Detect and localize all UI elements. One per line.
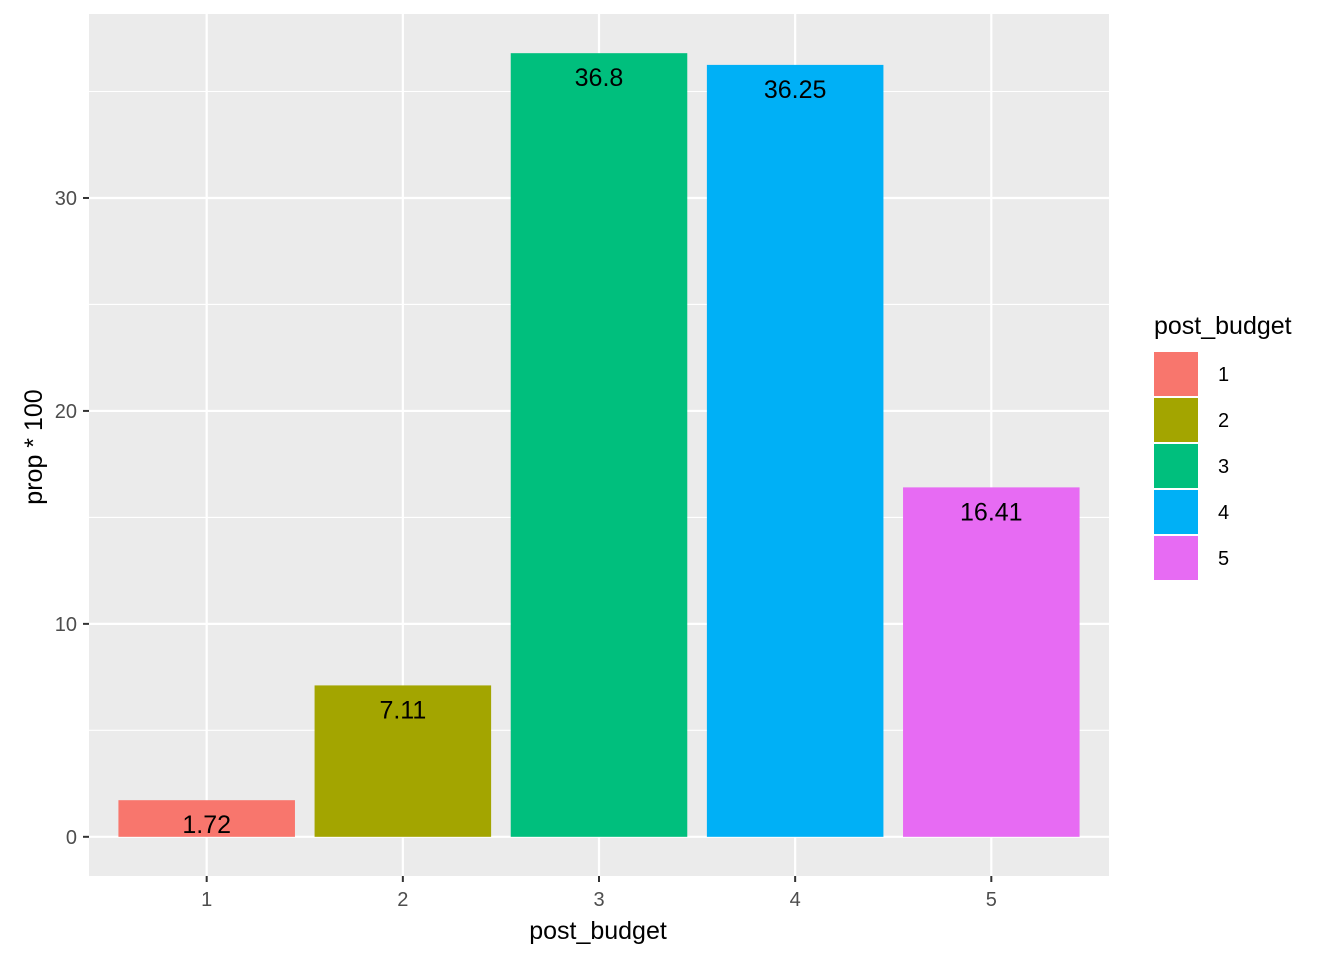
legend-key-5 [1154, 536, 1198, 580]
bar-2 [314, 685, 492, 837]
y-tick-label: 20 [55, 401, 77, 423]
legend-label-2: 2 [1218, 410, 1229, 432]
bar-1 [118, 800, 295, 837]
x-tick-label: 4 [790, 889, 801, 911]
y-axis: 0 10 20 30 [55, 188, 89, 849]
data-label-2: 7.11 [379, 696, 426, 724]
legend-key-4 [1154, 490, 1198, 534]
legend-label-4: 4 [1218, 502, 1229, 524]
legend-key-2 [1154, 398, 1198, 442]
legend-label-5: 5 [1218, 548, 1229, 570]
x-tick-label: 3 [593, 889, 604, 911]
y-tick-label: 30 [55, 188, 77, 210]
data-label-5: 16.41 [960, 498, 1023, 526]
y-axis-title: prop * 100 [20, 389, 48, 504]
data-label-1: 1.72 [182, 811, 231, 839]
x-tick-label: 1 [201, 889, 212, 911]
data-labels: 1.72 7.11 36.8 36.25 16.41 [182, 64, 1022, 839]
legend-label-1: 1 [1218, 364, 1229, 386]
x-tick-label: 5 [986, 889, 997, 911]
legend-label-3: 3 [1218, 456, 1229, 478]
y-tick-label: 0 [66, 827, 77, 849]
data-label-4: 36.25 [764, 76, 827, 104]
legend-title: post_budget [1154, 312, 1292, 340]
x-axis-title: post_budget [529, 917, 667, 945]
bar-5 [903, 487, 1080, 837]
bars [118, 53, 1080, 837]
y-tick-label: 10 [55, 614, 77, 636]
bar-3 [510, 53, 688, 837]
legend-key-1 [1154, 352, 1198, 396]
legend-key-3 [1154, 444, 1198, 488]
x-axis: 1 2 3 4 5 [201, 876, 997, 911]
x-tick-label: 2 [397, 889, 408, 911]
data-label-3: 36.8 [575, 64, 624, 92]
legend: post_budget 1 2 3 4 5 [1154, 312, 1292, 580]
bar-4 [706, 64, 884, 837]
